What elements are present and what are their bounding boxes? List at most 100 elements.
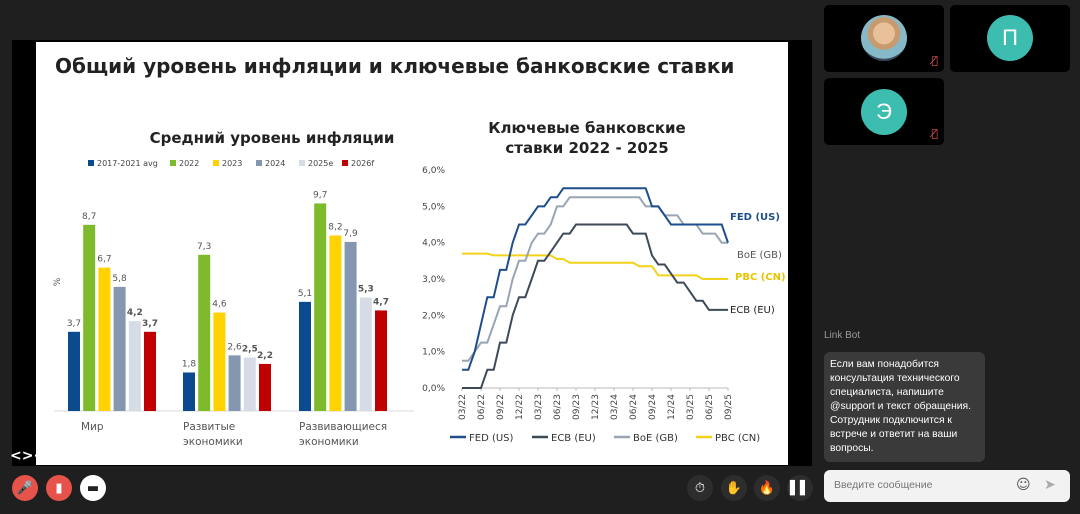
bar <box>68 331 80 411</box>
camera-off-icon: ▮ <box>55 480 63 496</box>
legend-swatch <box>299 160 305 166</box>
avatar: Э <box>861 89 907 135</box>
data-label: 4,6 <box>212 300 227 310</box>
series-end-label: BoE (GB) <box>737 250 782 261</box>
x-tick-label: 03/24 <box>610 394 620 420</box>
layout-button[interactable]: ▌▌ <box>787 475 813 501</box>
category-label: Мир <box>81 421 104 433</box>
legend-label: BoE (GB) <box>633 433 678 444</box>
data-label: 5,8 <box>112 274 127 284</box>
data-label: 5,1 <box>298 289 312 299</box>
x-tick-label: 12/23 <box>591 394 601 420</box>
data-label: 4,2 <box>127 308 143 318</box>
x-tick-label: 06/25 <box>705 394 715 420</box>
x-tick-label: 03/23 <box>534 394 544 420</box>
bar <box>183 372 195 411</box>
participant-tile[interactable]: Э 🎙̸ <box>824 78 944 145</box>
chart-title: Ключевые банковские <box>488 119 685 137</box>
category-label: Развивающиеся <box>299 421 387 433</box>
monitor-icon: ▬ <box>86 480 100 496</box>
bar <box>228 355 241 411</box>
x-tick-label: 06/24 <box>629 394 639 420</box>
legend-label: 2022 <box>179 159 199 168</box>
x-tick-label: 09/24 <box>648 394 658 420</box>
bar <box>113 286 126 411</box>
chat-sender: Link Bot <box>824 330 861 341</box>
series-end-label: PBC (CN) <box>735 272 786 283</box>
chat-message: Если вам понадобится консультация технич… <box>824 352 985 462</box>
legend-label: FED (US) <box>469 433 514 444</box>
legend-label: 2025e <box>308 159 333 168</box>
data-label: 2,5 <box>242 345 258 355</box>
bar <box>144 331 156 411</box>
x-tick-label: 09/22 <box>496 394 506 420</box>
layout-icon: ▌▌ <box>790 480 810 496</box>
legend-swatch <box>170 160 176 166</box>
data-label: 2,6 <box>227 342 242 352</box>
series-line <box>462 223 728 389</box>
legend-swatch <box>88 160 94 166</box>
y-axis-label: % <box>53 277 63 286</box>
slide-title: Общий уровень инфляции и ключевые банков… <box>55 54 734 78</box>
data-label: 7,9 <box>343 229 358 239</box>
mic-off-icon: 🎤 <box>16 480 34 496</box>
camera-toggle-button[interactable]: ▮ <box>46 475 72 501</box>
slide-charts: Общий уровень инфляции и ключевые банков… <box>53 54 786 448</box>
x-tick-label: 12/24 <box>667 394 677 420</box>
raise-hand-button[interactable]: ✋ <box>721 475 747 501</box>
avatar <box>861 15 907 61</box>
bar <box>83 224 96 411</box>
category-label: экономики <box>299 436 359 448</box>
bar <box>314 203 327 411</box>
chat-input[interactable] <box>832 478 1016 492</box>
series-line <box>462 187 729 371</box>
participant-tile[interactable]: 🎙̸ <box>824 5 944 72</box>
data-label: 2,2 <box>257 351 273 361</box>
y-tick-label: 3,0% <box>422 275 445 285</box>
bar <box>128 321 141 411</box>
legend-label: 2017-2021 avg <box>97 159 158 168</box>
mic-toggle-button[interactable]: 🎤 <box>12 475 38 501</box>
data-label: 6,7 <box>97 255 111 265</box>
category-label: Развитые <box>183 421 235 433</box>
y-tick-label: 4,0% <box>422 239 445 249</box>
legend-label: PBC (CN) <box>715 433 760 444</box>
y-tick-label: 2,0% <box>422 311 445 321</box>
emoji-icon[interactable]: ☺ <box>1016 477 1031 493</box>
mic-off-icon: 🎙̸ <box>931 127 938 140</box>
category-label: экономики <box>183 436 243 448</box>
app-logo-icon: <>< <box>10 448 46 464</box>
legend-swatch <box>213 160 219 166</box>
bar <box>359 297 372 411</box>
reaction-button[interactable]: 🔥 <box>754 475 780 501</box>
timer-button[interactable]: ⏱ <box>687 475 713 501</box>
send-icon[interactable]: ➤ <box>1044 477 1056 493</box>
y-tick-label: 6,0% <box>422 166 445 176</box>
x-tick-label: 09/23 <box>572 394 582 420</box>
bar <box>329 235 342 411</box>
legend-swatch <box>342 160 348 166</box>
series-line <box>462 196 728 362</box>
series-end-label: ECB (EU) <box>730 305 775 316</box>
x-tick-label: 12/22 <box>515 394 525 420</box>
legend-label: 2024 <box>265 159 285 168</box>
data-label: 3,7 <box>142 319 158 329</box>
bar <box>259 363 271 411</box>
hand-icon: ✋ <box>725 480 743 496</box>
chart-title: Средний уровень инфляции <box>150 129 395 147</box>
legend-label: 2026f <box>351 159 374 168</box>
data-label: 1,8 <box>182 359 197 369</box>
legend-label: ECB (EU) <box>551 433 596 444</box>
bar <box>213 312 226 411</box>
data-label: 8,7 <box>82 212 96 222</box>
x-tick-label: 03/22 <box>458 394 468 420</box>
chart-title: ставки 2022 - 2025 <box>505 139 668 157</box>
y-tick-label: 5,0% <box>422 202 445 212</box>
data-label: 7,3 <box>197 242 211 252</box>
bar <box>344 241 357 411</box>
participant-tile[interactable]: П <box>950 5 1070 72</box>
presentation-slide: Общий уровень инфляции и ключевые банков… <box>36 42 788 465</box>
screen-share-button[interactable]: ▬ <box>80 475 106 501</box>
bar <box>243 357 256 411</box>
y-tick-label: 1,0% <box>422 348 445 358</box>
